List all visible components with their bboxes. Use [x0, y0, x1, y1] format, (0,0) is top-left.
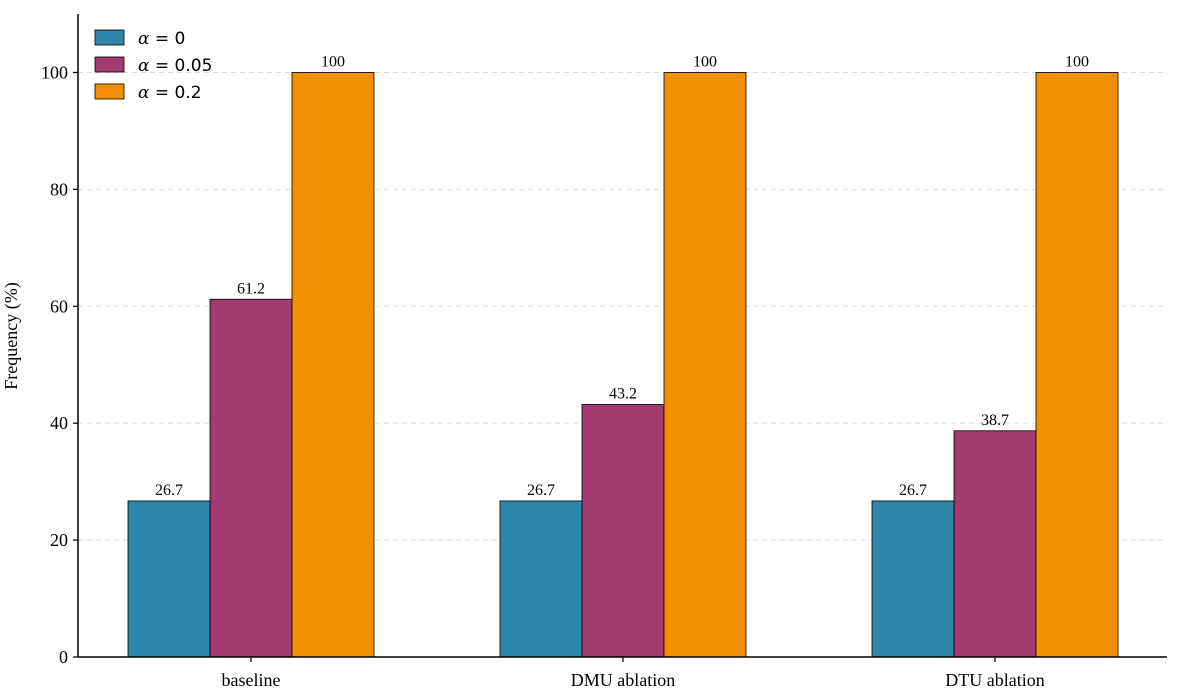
- bar-value-label: 26.7: [155, 482, 183, 499]
- tick-labels: 0 20 40 60 80 100 baseline DMU ablation DTU abla…: [41, 62, 1045, 690]
- y-tick-label: 0: [59, 647, 68, 667]
- x-tick-label: DTU ablation: [945, 670, 1044, 690]
- bar: [953, 430, 1037, 658]
- bar: [581, 404, 665, 658]
- bar: [291, 72, 375, 658]
- bar: [871, 500, 955, 658]
- bar: [127, 500, 211, 658]
- y-tick-label: 80: [50, 179, 68, 199]
- x-tick-label: baseline: [222, 670, 281, 690]
- x-tick-label: DMU ablation: [571, 670, 675, 690]
- legend: α = 0 α = 0.05 α = 0.2: [94, 29, 212, 103]
- y-tick-label: 40: [50, 413, 68, 433]
- bar-value-label: 61.2: [237, 280, 265, 297]
- legend-swatch: [94, 83, 125, 100]
- bar-value-label: 26.7: [899, 482, 927, 499]
- bar-value-label: 43.2: [609, 385, 637, 402]
- bar-value-label: 26.7: [527, 482, 555, 499]
- bar: [499, 500, 583, 658]
- y-tick-label: 20: [50, 530, 68, 550]
- y-tick-label: 100: [41, 62, 68, 82]
- legend-swatch: [94, 56, 125, 73]
- bar-value-label: 100: [321, 53, 345, 70]
- y-axis-title: Frequency (%): [1, 282, 22, 389]
- legend-swatch: [94, 29, 125, 46]
- bars: 26.7 26.7 26.7 61.2 43.2 38.7 100 100 100: [127, 53, 1119, 658]
- bar: [1035, 72, 1119, 658]
- bar-value-label: 38.7: [981, 412, 1009, 429]
- bar: [209, 298, 293, 658]
- bar-value-label: 100: [693, 53, 717, 70]
- bar: [663, 72, 747, 658]
- y-tick-label: 60: [50, 296, 68, 316]
- legend-label: α = 0.05: [138, 56, 212, 76]
- legend-label: α = 0.2: [138, 83, 202, 103]
- legend-label: α = 0: [138, 29, 185, 49]
- bar-value-label: 100: [1065, 53, 1089, 70]
